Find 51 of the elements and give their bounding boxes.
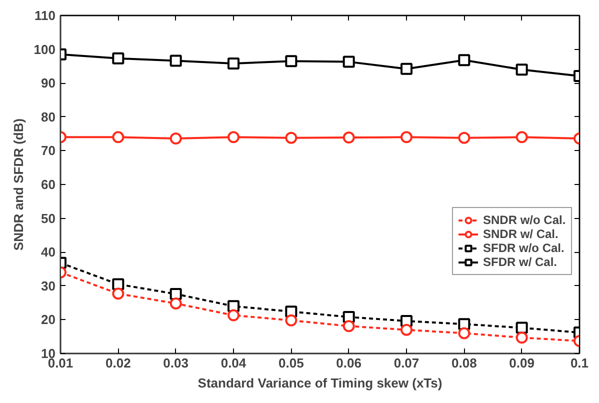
point [458,132,470,144]
x-tick-label: 0.08 [452,356,477,370]
point [342,320,355,332]
point [458,54,470,66]
point [516,64,528,76]
point [342,56,355,68]
legend-label: SFDR w/o Cal. [483,241,564,255]
point [516,131,528,144]
point [112,52,124,64]
y-tick-label: 50 [41,210,56,226]
y-tick-label: 110 [34,8,56,23]
x-tick-label: 0.06 [336,356,362,370]
x-tick-label: 0.07 [394,356,420,370]
point [516,332,528,344]
x-axis-title: Standard Variance of Timing skew (xTs) [198,376,442,390]
x-tick-label: 0.04 [220,356,247,370]
y-axis-title: SNDR and SFDR (dB) [10,118,26,251]
y-tick-label: 30 [41,278,56,294]
legend-label: SFDR w/ Cal. [483,255,558,269]
y-tick-label: 90 [41,76,56,91]
point [112,131,124,144]
y-tick-label: 70 [41,143,56,158]
y-tick-label: 20 [41,312,56,328]
point [112,278,124,290]
point [112,288,124,300]
y-tick-label: 60 [41,177,56,192]
point [458,327,470,340]
point [342,132,355,144]
x-tick-label: 0.09 [509,356,534,370]
y-tick-label: 100 [34,42,56,57]
point [228,57,240,70]
y-tick-label: 40 [41,244,56,260]
point [285,132,298,144]
point [400,131,412,144]
legend-label: SNDR w/ Cal. [483,227,558,241]
point [285,55,298,68]
x-tick-label: 0.1 [570,356,589,370]
legend-label: SNDR w/o Cal. [483,213,566,227]
point [400,324,412,336]
point [285,314,298,326]
y-tick-label: 80 [41,109,56,124]
point [400,62,412,75]
point [516,322,528,334]
point [228,309,240,322]
point [228,131,240,144]
point [170,132,182,145]
x-tick-label: 0.05 [278,356,304,370]
point [170,297,182,310]
x-tick-label: 0.02 [106,356,131,370]
x-tick-label: 0.03 [163,356,188,370]
point [170,54,182,67]
